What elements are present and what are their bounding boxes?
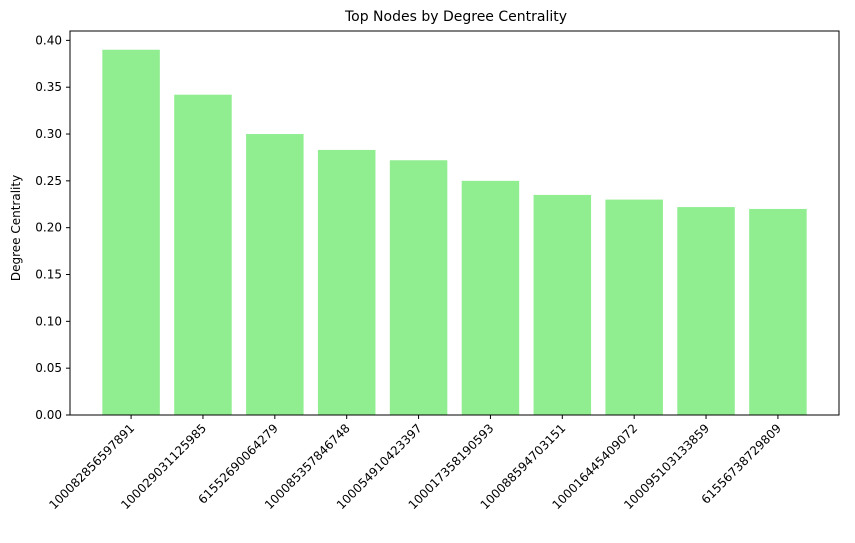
x-tick-label: 61552690064279 bbox=[195, 421, 280, 506]
bar-100088594703151 bbox=[533, 194, 592, 415]
bar-100054910423397 bbox=[389, 160, 448, 415]
x-axis: 1000828565978911000290311259856155269006… bbox=[46, 415, 784, 512]
y-tick-label: 0.25 bbox=[35, 174, 62, 188]
bar-61552690064279 bbox=[246, 134, 304, 415]
bars-group bbox=[102, 49, 807, 415]
y-axis: 0.00 0.05 0.10 0.15 0.20 0.25 0.30 0.35 0.40 bbox=[35, 33, 70, 422]
bar-100085357846748 bbox=[317, 149, 376, 415]
bar-100095103133859 bbox=[677, 207, 735, 415]
y-tick-label: 0.10 bbox=[35, 314, 62, 328]
y-axis-label: Degree Centrality bbox=[9, 175, 23, 281]
bar-61556738729809 bbox=[749, 208, 807, 415]
y-tick-label: 0.20 bbox=[35, 221, 62, 235]
bar-100029031125985 bbox=[174, 94, 232, 415]
y-tick-label: 0.15 bbox=[35, 268, 62, 282]
chart-title: Top Nodes by Degree Centrality bbox=[344, 9, 567, 25]
plot-frame bbox=[69, 30, 840, 416]
bar-100017358190593 bbox=[461, 180, 520, 415]
y-tick-label: 0.40 bbox=[35, 33, 62, 47]
y-tick-label: 0.30 bbox=[35, 127, 62, 141]
x-tick-label: 61556738729809 bbox=[699, 421, 784, 506]
y-tick-label: 0.05 bbox=[35, 361, 62, 375]
bar-100016445409072 bbox=[605, 199, 663, 415]
bar-100082856597891 bbox=[102, 49, 160, 415]
y-tick-label: 0.35 bbox=[35, 80, 62, 94]
y-tick-label: 0.00 bbox=[35, 408, 62, 422]
